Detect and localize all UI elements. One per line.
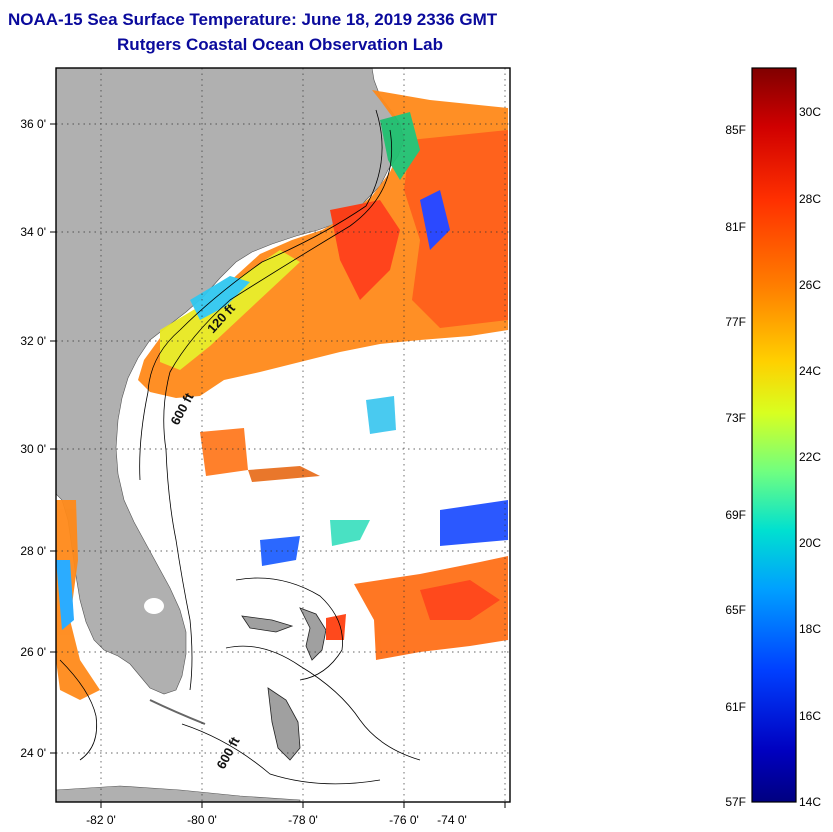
land-bahamas-andros [267,687,301,761]
fahrenheit-label: 69F [725,508,746,522]
fahrenheit-label: 61F [725,700,746,714]
lat-label: 30 0' [20,442,46,456]
map-subtitle: Rutgers Coastal Ocean Observation Lab [117,35,443,54]
celsius-label: 24C [799,364,821,378]
lon-axis: -82 0' -80 0' -78 0' -76 0' -74 0' [86,802,506,827]
lat-label: 24 0' [20,746,46,760]
lat-label: 34 0' [20,225,46,239]
fahrenheit-label: 77F [725,315,746,329]
celsius-label: 14C [799,795,821,809]
lake-okeechobee [144,598,164,614]
fahrenheit-label: 85F [725,123,746,137]
colorbar-gradient [751,67,797,803]
lat-axis: 36 0' 34 0' 32 0' 30 0' 28 0' 26 0' 24 0… [20,117,56,760]
colorbar-fahrenheit-labels: 85F 81F 77F 73F 69F 65F 61F 57F [725,123,746,809]
map-frame [55,67,511,803]
fahrenheit-label: 81F [725,220,746,234]
fahrenheit-label: 57F [725,795,746,809]
land-bahamas-abaco [299,607,327,661]
lat-label: 26 0' [20,645,46,659]
florida-keys [149,699,206,725]
lon-label: -80 0' [187,813,217,827]
land-cuba [56,785,301,802]
fahrenheit-label: 65F [725,603,746,617]
land-bahamas-grand [241,615,294,633]
sst-swaths [56,90,508,700]
isobath-contours [59,109,421,785]
colorbar: 85F 81F 77F 73F 69F 65F 61F 57F 30C 28C … [725,67,821,809]
fahrenheit-label: 73F [725,411,746,425]
map-title: NOAA-15 Sea Surface Temperature: June 18… [8,10,498,29]
celsius-label: 16C [799,709,821,723]
map-panel: 120 ft 600 ft 600 ft [56,68,510,802]
graticule [56,68,510,802]
celsius-label: 18C [799,622,821,636]
celsius-label: 28C [799,192,821,206]
lat-label: 36 0' [20,117,46,131]
colorbar-celsius-labels: 30C 28C 26C 24C 22C 20C 18C 16C 14C [799,105,821,809]
celsius-label: 22C [799,450,821,464]
celsius-label: 30C [799,105,821,119]
land-us-southeast [56,68,405,695]
celsius-label: 26C [799,278,821,292]
lat-label: 28 0' [20,544,46,558]
lon-label: -78 0' [288,813,318,827]
lon-label: -82 0' [86,813,116,827]
lat-label: 32 0' [20,334,46,348]
lon-label: -76 0' [389,813,419,827]
celsius-label: 20C [799,536,821,550]
lon-label: -74 0' [437,813,467,827]
